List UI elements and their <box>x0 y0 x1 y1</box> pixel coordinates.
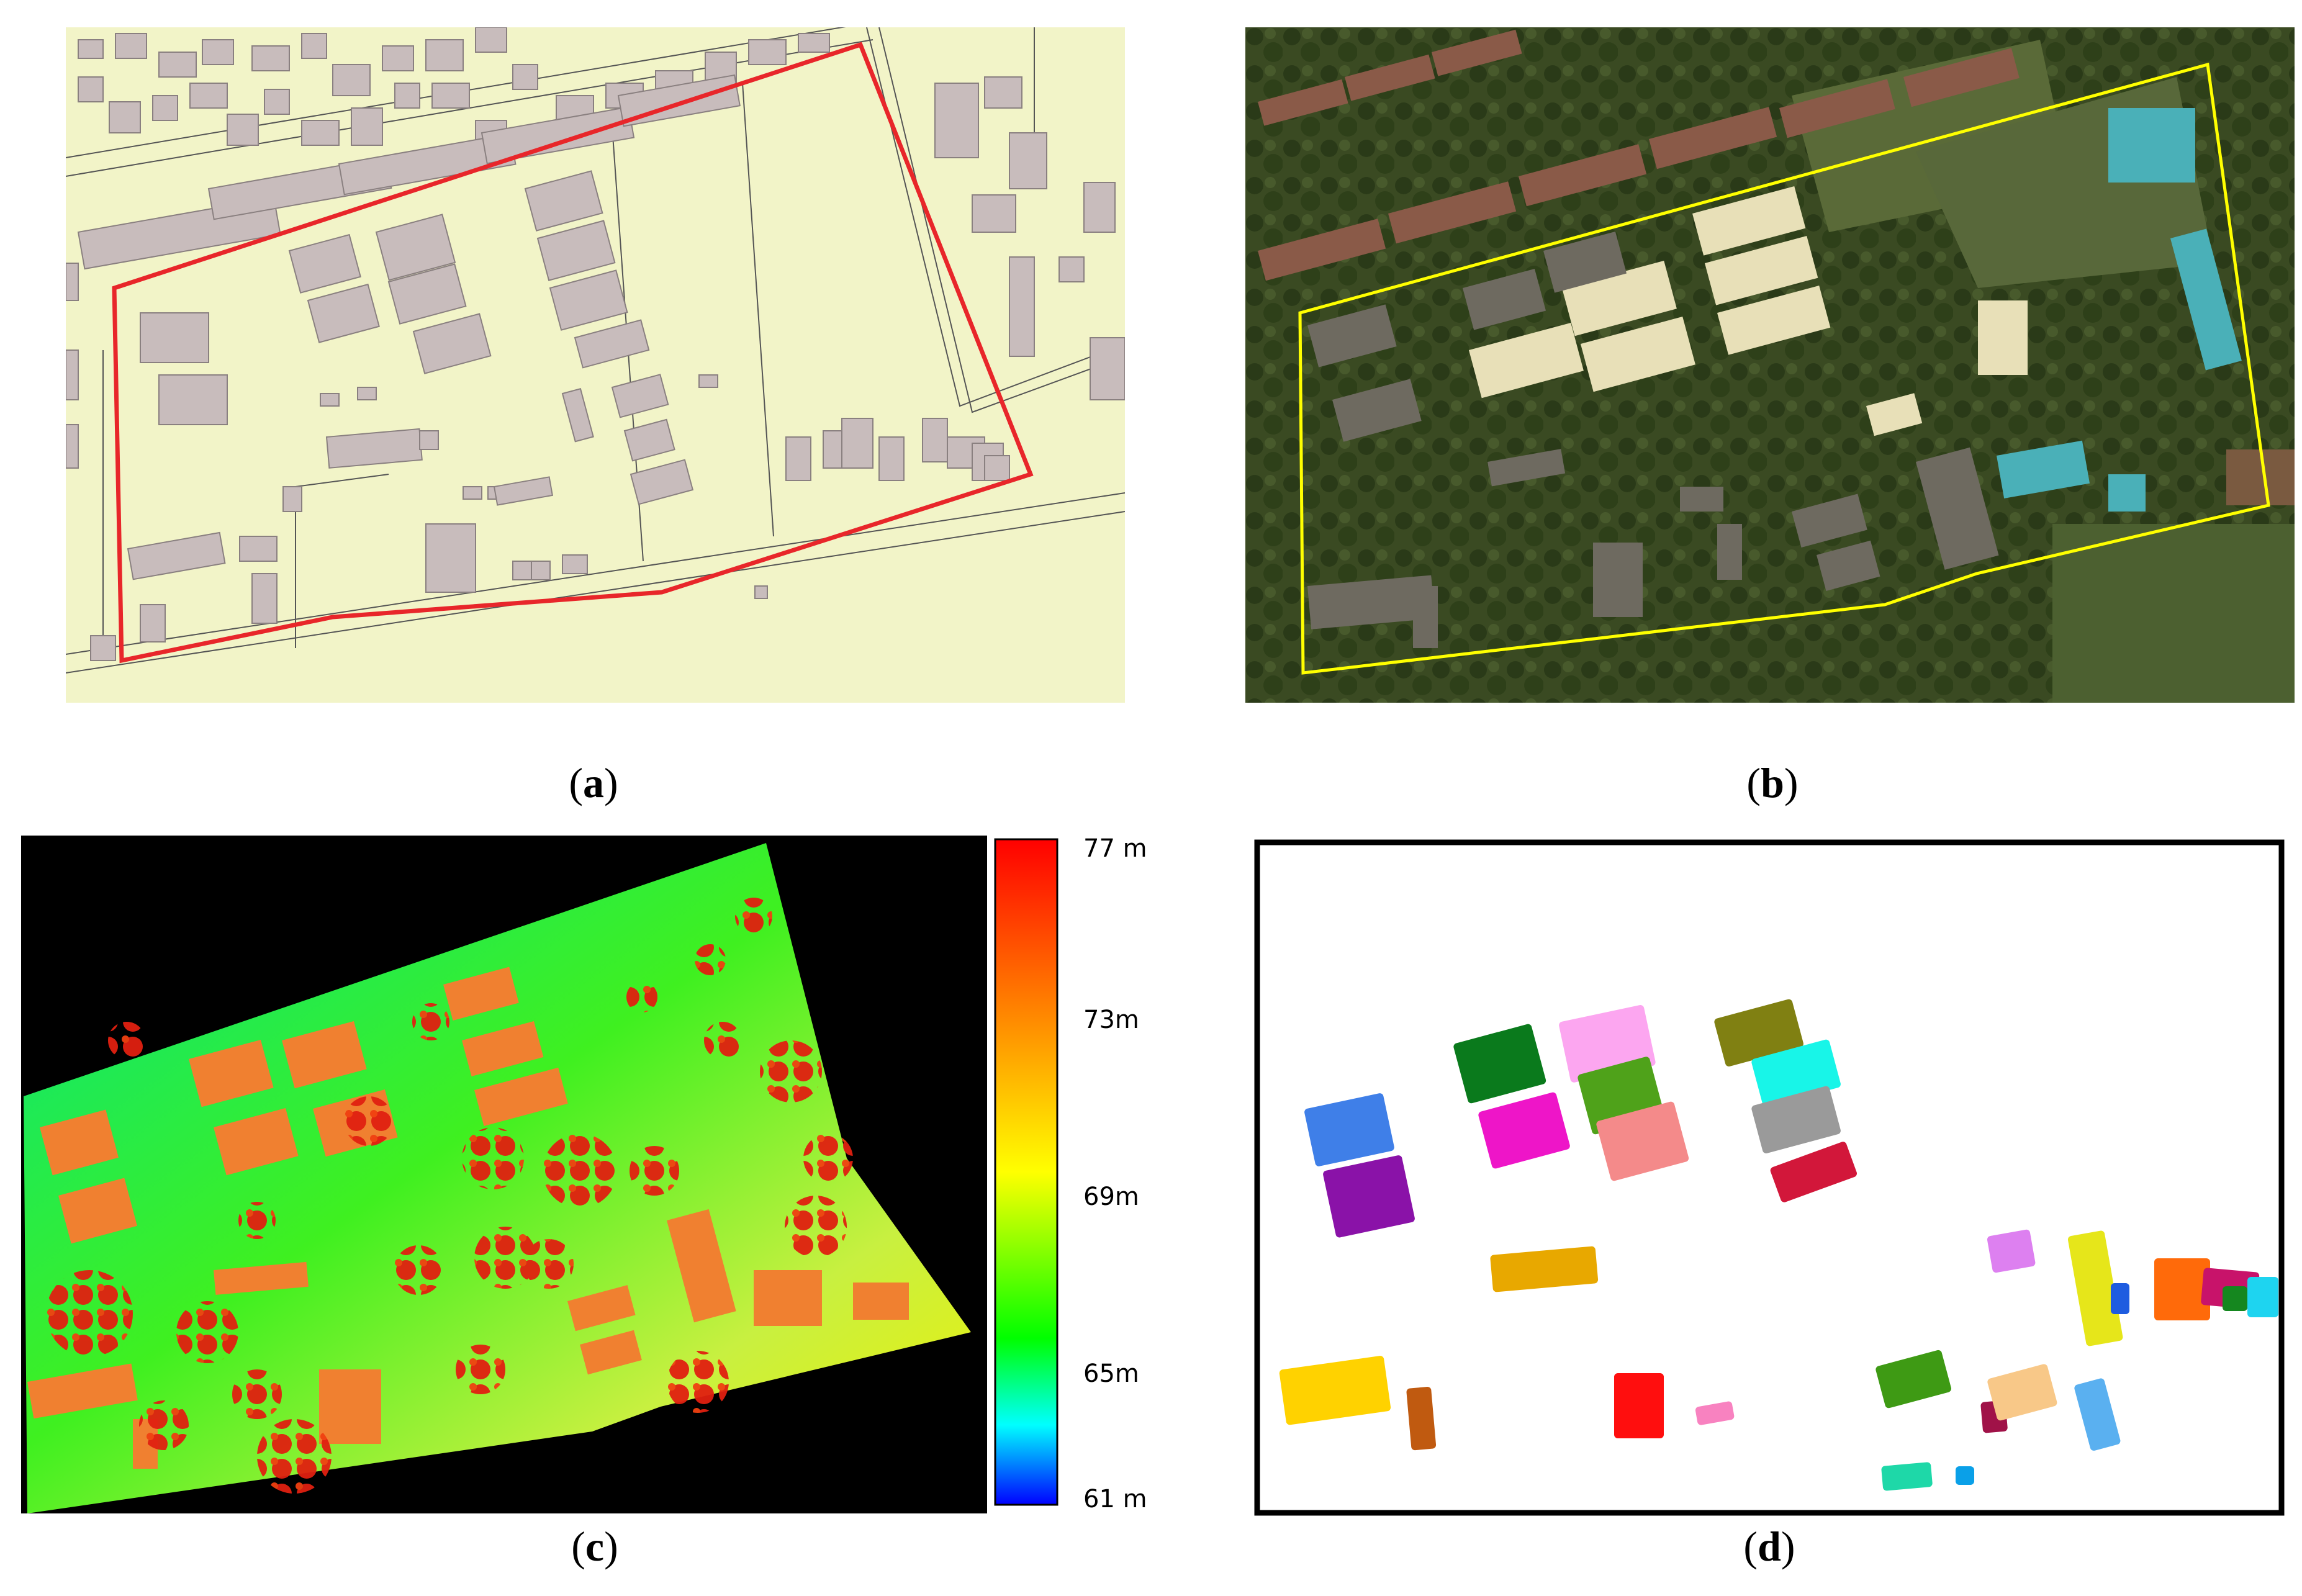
building-segment <box>1987 1364 2057 1421</box>
building-segment <box>1478 1092 1570 1169</box>
panel-d-building-segmentation <box>1254 839 2285 1516</box>
light-roofs <box>1469 186 2028 436</box>
building-segment <box>1956 1466 1974 1485</box>
building-segment <box>1770 1142 1857 1202</box>
colorbar-tick-label: 69m <box>1083 1183 1139 1211</box>
building-segment <box>1881 1462 1933 1491</box>
building-segment <box>2067 1230 2123 1346</box>
caption-a: (a) <box>569 759 618 806</box>
building-footprints <box>66 27 1125 661</box>
segmentation-map <box>1254 839 2285 1516</box>
building-segment <box>2111 1283 2129 1314</box>
residential-roofs <box>1258 29 2020 281</box>
building-segment <box>1695 1401 1735 1425</box>
caption-d: (d) <box>1743 1523 1795 1570</box>
building-segment <box>1406 1387 1437 1451</box>
building-segment <box>2247 1277 2278 1317</box>
normalized-dsm-raster <box>21 836 987 1513</box>
dark-roofs <box>1307 231 1999 648</box>
caption-b: (b) <box>1746 759 1799 806</box>
building-segment <box>2223 1286 2247 1311</box>
panel-b-aerial-image <box>1245 27 2295 703</box>
colorbar-tick-label: 77 m <box>1083 834 1147 863</box>
building-segment <box>1323 1155 1415 1238</box>
building-segment <box>2154 1258 2210 1320</box>
colorbar-tick-label: 61 m <box>1083 1485 1147 1513</box>
study-area-boundary <box>1298 62 2270 675</box>
aerial-image <box>1245 27 2295 703</box>
panel-a-cadastral-map <box>66 27 1125 703</box>
building-segments <box>1279 999 2278 1491</box>
study-area-boundary <box>112 42 1034 664</box>
building-segment <box>1490 1246 1599 1292</box>
colorbar-gradient <box>994 838 1058 1506</box>
building-segment <box>1987 1229 2036 1273</box>
building-segment <box>1453 1024 1546 1104</box>
tree-canopy <box>46 898 853 1494</box>
building-segment <box>1614 1373 1664 1438</box>
building-segment <box>1304 1093 1394 1166</box>
building-segment <box>1751 1086 1841 1153</box>
building-segment <box>1714 999 1803 1066</box>
building-segment <box>1596 1101 1689 1181</box>
panel-c-height-map <box>21 836 987 1513</box>
blue-roofs <box>1997 108 2242 512</box>
colorbar <box>994 838 1058 1506</box>
building-segment <box>1875 1350 1952 1409</box>
building-segment <box>1279 1356 1391 1425</box>
caption-c: (c) <box>571 1523 618 1570</box>
colorbar-tick-label: 65m <box>1083 1359 1139 1388</box>
colorbar-tick-label: 73m <box>1083 1006 1139 1034</box>
cadastral-map <box>66 27 1125 703</box>
building-segment <box>2074 1378 2121 1451</box>
